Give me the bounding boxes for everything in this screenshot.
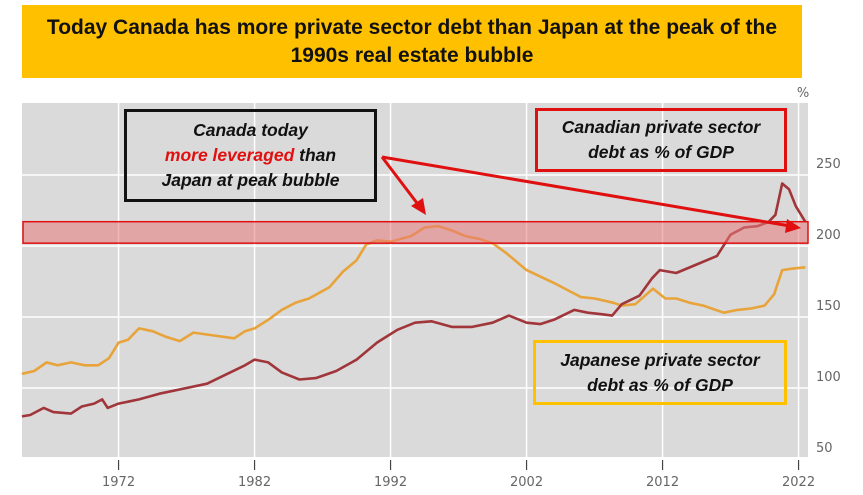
leverage-line-3: Japan at peak bubble <box>161 170 340 190</box>
japan-legend-box: Japanese private sector debt as % of GDP <box>533 340 787 405</box>
canada-debt-line <box>21 182 807 418</box>
x-tick-label: 1982 <box>238 475 271 490</box>
leverage-highlight: more leveraged <box>164 145 295 165</box>
chart-title: Today Canada has more private sector deb… <box>46 15 778 67</box>
highlight-band <box>22 220 809 244</box>
y-tick-label: 200 <box>816 228 841 243</box>
arrow-to-japan-peak <box>380 156 422 208</box>
x-tick-label: 1972 <box>102 475 135 490</box>
annotation-arrows <box>380 155 801 233</box>
y-unit-label: % <box>797 86 809 101</box>
arrow-to-canada-today <box>381 155 791 228</box>
x-tick-label: 2012 <box>646 475 679 490</box>
arrow-head-canada-today <box>785 219 801 233</box>
gridlines <box>22 103 808 457</box>
japan-label-line-2: debt as % of GDP <box>587 374 733 395</box>
y-tick-label: 150 <box>816 299 841 314</box>
canada-label-line-2: debt as % of GDP <box>588 142 734 162</box>
canada-legend-box: Canadian private sector debt as % of GDP <box>535 108 787 172</box>
x-tick-label: 2002 <box>510 475 543 490</box>
leverage-line-2: more leveraged than <box>162 143 340 168</box>
x-tick-label: 1992 <box>374 475 407 490</box>
title-banner: Today Canada has more private sector deb… <box>22 5 802 78</box>
canada-label-line-1: Canadian private sector <box>561 117 761 137</box>
x-axis: 1972 1982 1992 2002 2012 2022 <box>102 460 815 490</box>
arrow-head-japan-peak <box>411 198 426 215</box>
y-tick-label: 100 <box>816 370 841 385</box>
leverage-line-2-rest: than <box>294 145 337 165</box>
y-tick-label: 250 <box>816 157 841 172</box>
y-tick-label: 50 <box>816 441 833 456</box>
leverage-line-1: Canada today <box>193 120 308 140</box>
leverage-annotation-box: Canada today more leveraged than Japan a… <box>124 109 377 202</box>
japan-label-line-1: Japanese private sector <box>560 349 760 370</box>
y-axis: 50 100 150 200 250 <box>816 157 841 456</box>
x-tick-label: 2022 <box>782 475 815 490</box>
